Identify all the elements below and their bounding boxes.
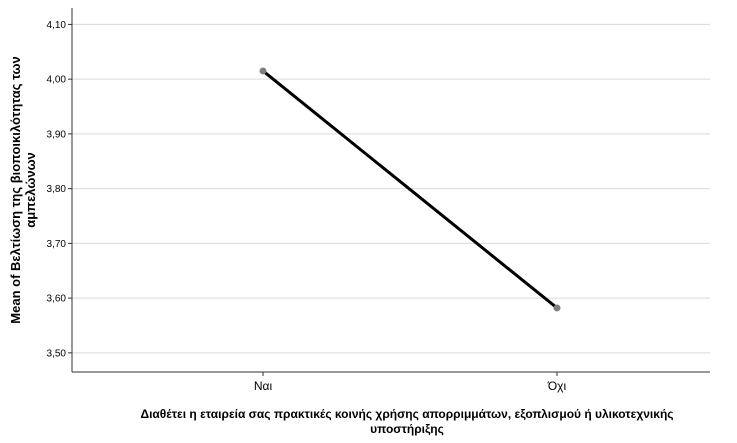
y-tick-label: 4,10 [47, 20, 67, 31]
y-tick-label: 3,80 [47, 184, 67, 195]
y-tick-label: 4,00 [47, 75, 67, 86]
x-tick-label: Ναι [254, 379, 273, 393]
series-group [259, 67, 561, 312]
x-axis-title-line1: Διαθέτει η εταιρεία σας πρακτικές κοινής… [140, 407, 673, 421]
y-tick-label: 3,50 [47, 348, 67, 359]
y-axis-title-line2: αμπελώνων [23, 152, 38, 228]
grid-lines [72, 23, 710, 354]
y-tick-label: 3,90 [47, 129, 67, 140]
y-tick-labels: 3,50 3,60 3,70 3,80 3,90 4,00 4,10 [47, 20, 72, 359]
axes [71, 8, 710, 373]
y-tick-label: 3,70 [47, 239, 67, 250]
data-point [553, 304, 561, 312]
series-line [262, 69, 558, 310]
x-tick-label: Όχι [547, 379, 567, 393]
x-tick-labels: Ναι Όχι [254, 372, 567, 393]
data-point [259, 67, 267, 75]
y-tick-label: 3,60 [47, 294, 67, 305]
y-axis-title-line1: Mean of Βελτίωση της βιοποικιλότητας των [8, 56, 23, 323]
x-axis-title-line2: υποστήριξης [370, 422, 444, 436]
